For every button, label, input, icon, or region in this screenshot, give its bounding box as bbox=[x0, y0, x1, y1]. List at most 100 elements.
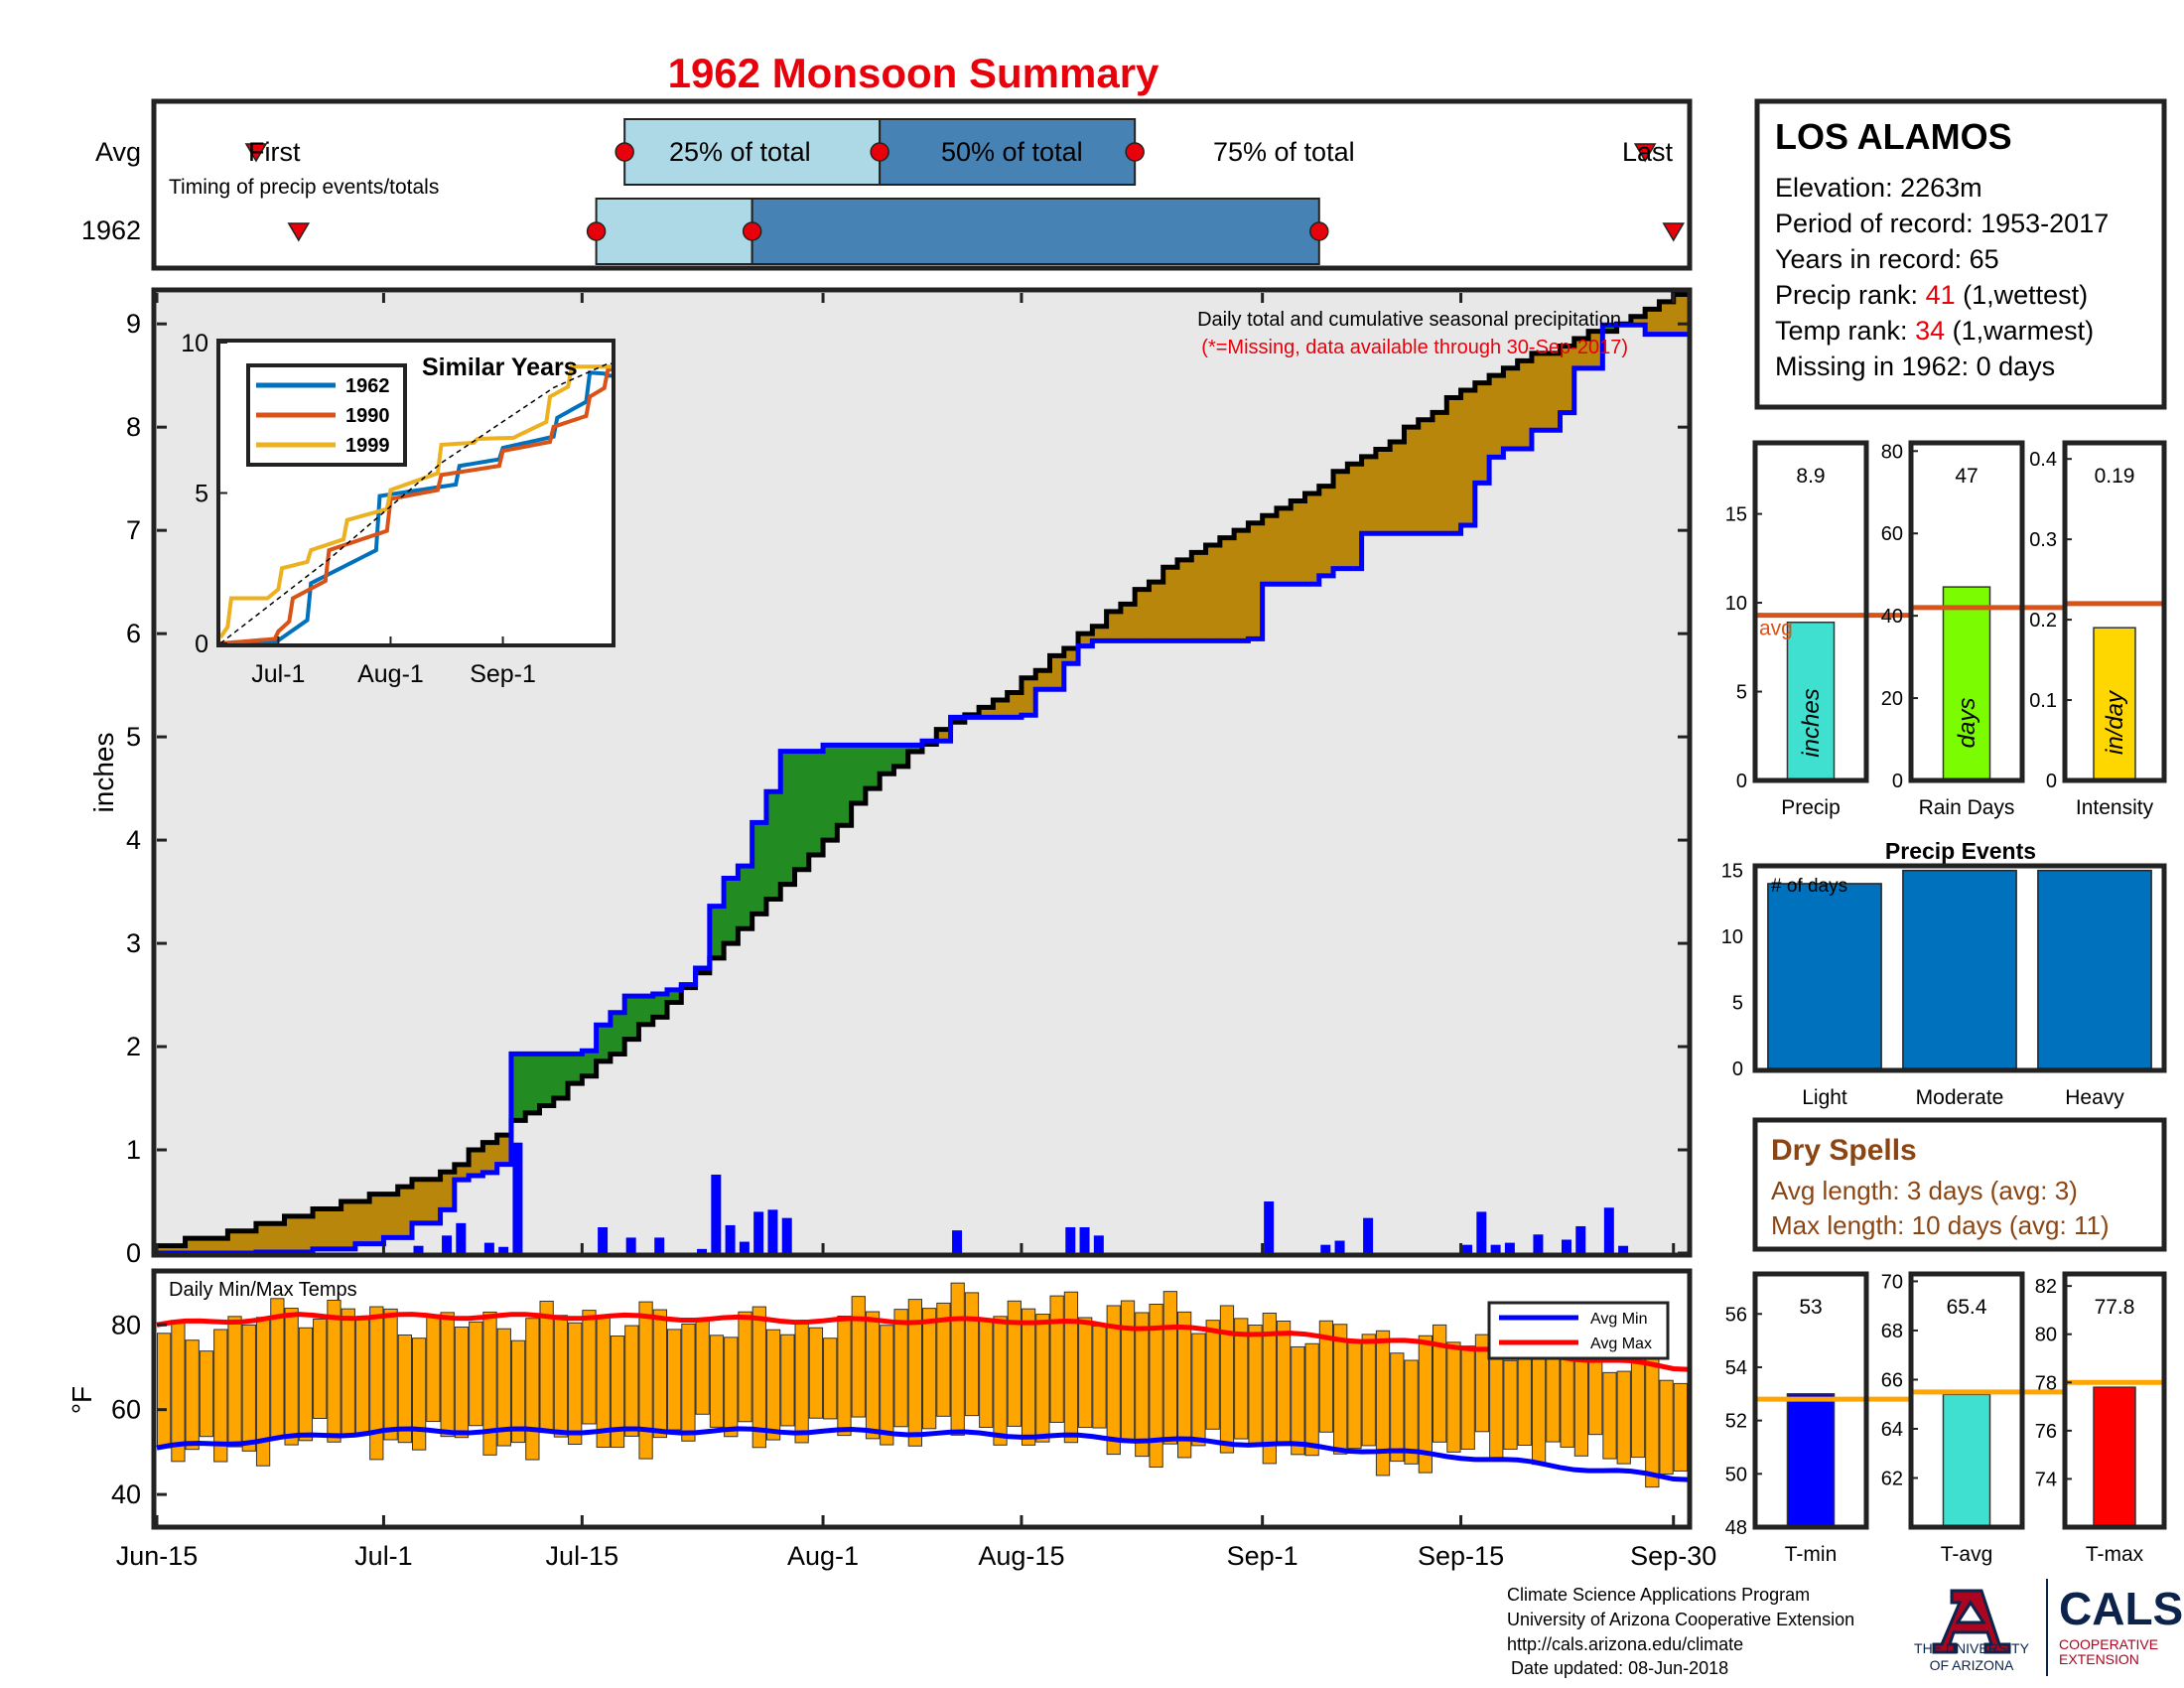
panel-frame bbox=[2062, 1271, 2167, 1530]
below-average-area bbox=[1219, 537, 1235, 641]
daily-temp-range-bar bbox=[1503, 1359, 1518, 1451]
above-average-area bbox=[582, 1051, 598, 1076]
below-average-area bbox=[298, 1215, 314, 1252]
daily-temp-range-bar bbox=[1106, 1305, 1121, 1456]
daily-temp-range-bar bbox=[341, 1308, 355, 1437]
below-average-area bbox=[426, 1179, 442, 1223]
daily-temp-range-bar bbox=[922, 1308, 937, 1430]
legend-label-1962: 1962 bbox=[345, 375, 390, 397]
x-tick-label: Aug-15 bbox=[978, 1541, 1064, 1571]
inset-title: Similar Years bbox=[422, 353, 578, 381]
below-average-area bbox=[1659, 301, 1675, 335]
below-average-area bbox=[1517, 360, 1533, 450]
timing-p75-label: 75% of total bbox=[1213, 137, 1355, 167]
panel-unit: in/day bbox=[2102, 689, 2128, 755]
avg-first-last-marker bbox=[244, 143, 268, 163]
station-info-box: LOS ALAMOS Elevation: 2263m Period of re… bbox=[1754, 98, 2167, 410]
temp-y-tick-label: 60 bbox=[111, 1395, 141, 1425]
panel-y-tick-label: 0.1 bbox=[2029, 690, 2057, 712]
legend-label-1999: 1999 bbox=[345, 435, 390, 457]
daily-temp-range-bar bbox=[751, 1306, 766, 1449]
above-average-area bbox=[808, 751, 824, 855]
panel-avg-label: avg bbox=[1759, 618, 1793, 640]
panel-frame bbox=[1908, 1271, 2025, 1530]
below-average-area bbox=[496, 1135, 512, 1165]
year-first-last-marker bbox=[1662, 222, 1686, 242]
y-tick-label: 7 bbox=[126, 515, 141, 545]
legend-label-1990: 1990 bbox=[345, 405, 390, 427]
daily-temp-range-bar bbox=[681, 1323, 696, 1442]
daily-precip-bar bbox=[598, 1227, 609, 1253]
temp-rank-value: 34 bbox=[1915, 316, 1945, 346]
below-average-area bbox=[482, 1142, 498, 1173]
similar-year-line-1990 bbox=[219, 367, 612, 645]
daily-precip-bar bbox=[1334, 1240, 1345, 1253]
panel-unit: days bbox=[1954, 698, 1980, 749]
below-average-area bbox=[1049, 655, 1065, 690]
daily-temp-range-bar bbox=[1616, 1370, 1631, 1465]
daily-temp-range-bar bbox=[582, 1310, 597, 1425]
daily-precip-bar bbox=[413, 1245, 424, 1253]
temperature-chart: Jun-15 Jul-1 Jul-15 Aug-1 Aug-15 Sep-1 Sep-15 S… bbox=[67, 1268, 1716, 1571]
x-tick-label: Jul-1 bbox=[354, 1541, 413, 1571]
above-average-area bbox=[907, 745, 923, 752]
daily-precip-bar bbox=[1504, 1242, 1515, 1253]
below-average-area bbox=[270, 1223, 286, 1252]
daily-temp-range-bar bbox=[1177, 1311, 1192, 1459]
below-average-area bbox=[1446, 397, 1462, 534]
daily-temp-range-bar bbox=[1375, 1330, 1391, 1477]
inset-x-tick-label: Aug-1 bbox=[357, 660, 424, 688]
precip-events-bar-moderate bbox=[1902, 869, 2017, 1069]
daily-temp-range-bar bbox=[1361, 1334, 1376, 1447]
avg-box-50-75 bbox=[879, 118, 1137, 186]
below-average-area bbox=[327, 1208, 342, 1249]
main-caption: Daily total and cumulative seasonal prec… bbox=[1197, 309, 1621, 331]
daily-precip-bar bbox=[711, 1174, 722, 1253]
above-average-area bbox=[525, 1054, 541, 1113]
daily-temp-range-bar bbox=[397, 1334, 413, 1444]
x-tick-label: Jul-15 bbox=[546, 1541, 619, 1571]
cumulative-precip-chart: 0 1 2 3 4 5 6 7 8 9 Daily total and cumulative se… bbox=[88, 287, 1693, 1268]
below-average-area bbox=[1135, 589, 1151, 641]
panel-y-tick-label: 52 bbox=[1725, 1411, 1747, 1433]
above-average-area bbox=[610, 1012, 625, 1055]
footer-line4: Date updated: 08-Jun-2018 bbox=[1511, 1658, 1728, 1678]
below-average-area bbox=[341, 1201, 356, 1249]
below-average-area bbox=[1177, 559, 1192, 641]
above-average-area bbox=[780, 751, 796, 885]
daily-temp-range-bar bbox=[1021, 1308, 1036, 1446]
intensity-bar bbox=[2093, 627, 2136, 781]
panel-y-tick-label: 64 bbox=[1881, 1419, 1903, 1441]
precip-events-title: Precip Events bbox=[1885, 838, 2036, 864]
daily-temp-range-bar bbox=[1460, 1345, 1475, 1451]
year-percentile-marker bbox=[1309, 221, 1329, 241]
daily-temp-range-bar bbox=[865, 1311, 881, 1440]
similar-year-line-1999 bbox=[218, 364, 612, 639]
precip-events-y-tick-label: 0 bbox=[1732, 1058, 1743, 1080]
legend-avg-max: Avg Max bbox=[1590, 1336, 1652, 1352]
below-average-area bbox=[1560, 346, 1575, 413]
below-average-area bbox=[1063, 647, 1079, 664]
panel-label: T-avg bbox=[1941, 1543, 1993, 1566]
daily-temp-range-bar bbox=[298, 1327, 314, 1442]
daily-temp-range-bar bbox=[1602, 1371, 1617, 1460]
above-average-area bbox=[738, 866, 753, 929]
panel-value: 8.9 bbox=[1796, 465, 1825, 488]
above-average-area bbox=[652, 994, 668, 1018]
precip-events-ylabel: # of days bbox=[1771, 876, 1847, 897]
avg-percentile-marker bbox=[1125, 142, 1145, 162]
station-years: Years in record: 65 bbox=[1775, 244, 1999, 274]
ua-logo-line2: OF ARIZONA bbox=[1930, 1657, 2014, 1673]
daily-temp-range-bar bbox=[738, 1311, 752, 1423]
daily-temp-range-bar bbox=[1291, 1345, 1305, 1456]
panel-y-tick-label: 80 bbox=[1881, 441, 1903, 463]
daily-temp-range-bar bbox=[1234, 1318, 1249, 1440]
station-period: Period of record: 1953-2017 bbox=[1775, 209, 2109, 238]
panel-y-tick-label: 0.4 bbox=[2029, 449, 2057, 471]
daily-precip-bar bbox=[1079, 1227, 1090, 1253]
daily-temp-range-bar bbox=[724, 1336, 739, 1438]
panel-y-tick-label: 76 bbox=[2035, 1421, 2057, 1443]
below-average-area bbox=[1120, 604, 1136, 641]
dry-spells-avg: Avg length: 3 days (avg: 3) bbox=[1771, 1176, 2078, 1205]
below-average-area bbox=[1078, 633, 1093, 646]
